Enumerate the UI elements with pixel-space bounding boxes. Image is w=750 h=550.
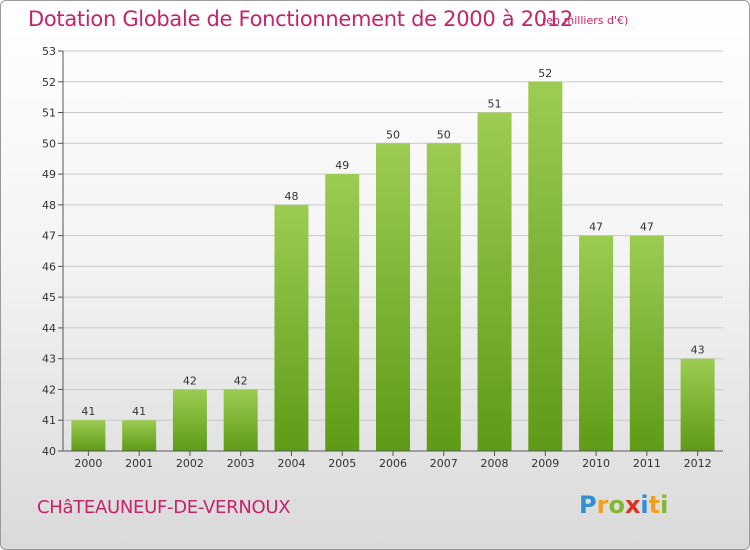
data-label-2005: 49 [335,159,349,172]
proxiti-logo[interactable]: Proxiti [579,491,668,519]
y-tick-label: 53 [42,45,56,58]
data-label-2012: 43 [691,344,705,357]
logo-letter: i [660,491,669,519]
bar-2010 [579,235,614,451]
y-tick-label: 42 [42,383,56,396]
x-tick-label: 2011 [633,457,661,470]
x-tick-label: 2010 [582,457,610,470]
bar-2007 [426,143,461,452]
bar-2006 [376,143,410,452]
x-tick-label: 2006 [379,457,407,470]
bar-2000 [71,420,106,451]
data-label-2008: 51 [488,98,502,111]
data-label-2004: 48 [284,190,298,203]
y-tick-label: 52 [42,76,56,89]
x-tick-label: 2005 [328,457,356,470]
bar-2001 [122,420,157,451]
data-label-2006: 50 [386,128,400,141]
x-tick-label: 2002 [176,457,204,470]
bar-2005 [325,174,360,452]
logo-letter: r [596,491,609,519]
y-tick-label: 50 [42,137,56,150]
y-tick-label: 41 [42,414,56,427]
logo-letter: o [608,491,625,519]
data-label-2001: 41 [132,405,146,418]
y-tick-label: 48 [42,199,56,212]
bar-2008 [477,112,512,452]
y-tick-label: 49 [42,168,56,181]
x-tick-label: 2008 [481,457,509,470]
logo-letter: x [624,491,641,519]
x-tick-label: 2003 [227,457,255,470]
x-tick-label: 2001 [125,457,153,470]
logo-letter: t [648,491,661,519]
data-label-2002: 42 [183,374,197,387]
commune-name: CHâTEAUNEUF-DE-VERNOUX [37,497,291,518]
axes: 40 41 42 43 44 45 46 47 48 49 50 51 52 53 2000 2001 2002… [42,45,723,470]
data-labels: 41 41 42 42 48 49 50 50 51 52 47 47 43 [81,67,704,418]
chart-subtitle: (en milliers d'€) [542,14,629,27]
bar-2003 [223,389,258,451]
data-label-2010: 47 [589,221,603,234]
bar-2011 [629,235,664,451]
data-label-2011: 47 [640,221,654,234]
data-label-2009: 52 [538,67,552,80]
y-tick-label: 51 [42,107,56,120]
data-label-2000: 41 [81,405,95,418]
y-tick-label: 40 [42,445,56,458]
bar-2004 [274,204,309,451]
y-tick-label: 43 [42,353,56,366]
chart-title: Dotation Globale de Fonctionnement de 20… [28,7,573,31]
data-label-2007: 50 [437,128,451,141]
x-tick-label: 2007 [430,457,458,470]
data-label-2003: 42 [234,374,248,387]
bars [71,81,715,452]
x-tick-label: 2009 [531,457,559,470]
y-tick-label: 45 [42,291,56,304]
x-tick-label: 2004 [277,457,305,470]
y-tick-label: 44 [42,322,56,335]
bar-2009 [528,81,563,452]
x-tick-label: 2012 [684,457,712,470]
y-tick-label: 47 [42,230,56,243]
logo-letter: i [640,491,649,519]
x-tick-label: 2000 [74,457,102,470]
bar-2002 [172,389,207,451]
bar-2012 [680,358,715,451]
logo-letter: P [579,491,597,519]
y-tick-label: 46 [42,260,56,273]
